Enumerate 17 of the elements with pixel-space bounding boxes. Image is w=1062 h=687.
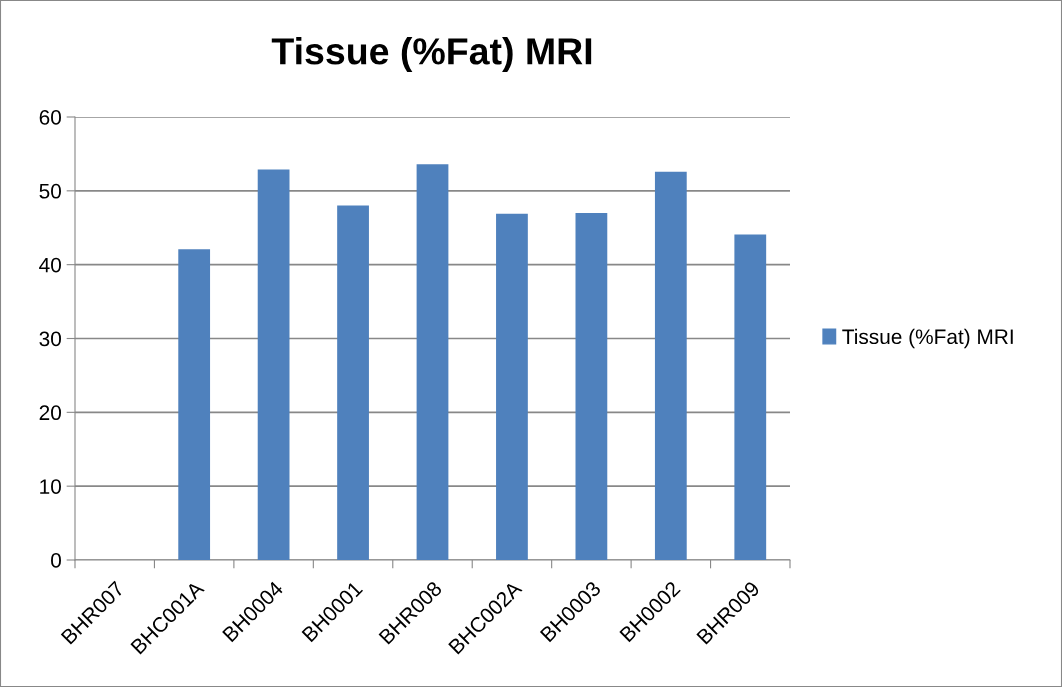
y-tick-label: 0 — [51, 553, 61, 568]
y-tick-label: 30 — [39, 331, 61, 347]
y-tick-label: 60 — [39, 110, 61, 125]
bar — [337, 205, 369, 560]
bar — [257, 169, 290, 560]
y-tick-label: 50 — [39, 183, 61, 199]
chart-title: Tissue (%Fat) MRI — [271, 37, 592, 72]
bar — [496, 213, 528, 560]
bar — [654, 171, 687, 560]
bar — [178, 249, 211, 560]
y-tick-label: 10 — [40, 479, 61, 494]
y-tick-label: 20 — [39, 405, 61, 421]
legend-label: Tissue (%Fat) MRI — [842, 328, 1013, 349]
bar — [416, 164, 449, 560]
bar — [734, 234, 767, 560]
bar — [575, 212, 608, 560]
y-tick-label: 40 — [39, 257, 61, 273]
